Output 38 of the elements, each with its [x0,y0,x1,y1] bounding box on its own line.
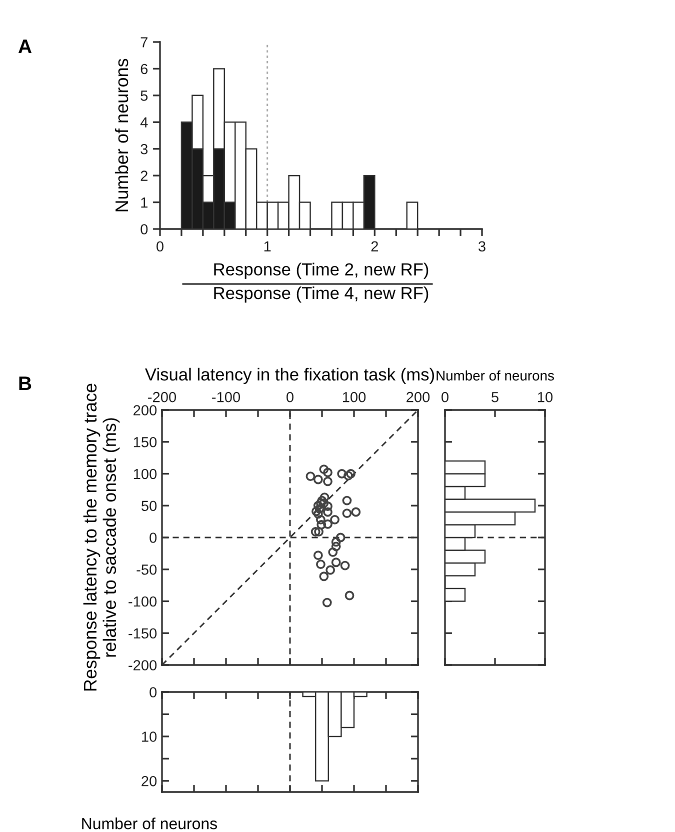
y-tick-label: 5 [140,90,148,101]
x-tick-label: 1 [264,241,271,252]
x-tick-label: 10 [538,392,553,402]
y-tick-label: 10 [142,732,157,742]
text: A [18,40,32,54]
x-tick-label: 200 [406,392,430,402]
x-axis-title: Visual latency in the fixation task (ms) [145,368,434,384]
y-tick-label: -100 [128,596,157,607]
x-axis-title: Number of neurons [436,370,554,381]
y-tick-label: 150 [134,436,157,448]
y-tick-label: -50 [136,564,157,575]
x-tick-label: 100 [342,392,366,402]
y-tick-label: 2 [140,170,148,181]
y-tick-label: 0 [150,532,157,543]
y-tick-label: 50 [142,500,157,512]
y-tick-label: 100 [134,468,157,480]
y-tick-label: 1 [141,198,148,208]
y-tick-label: 6 [140,64,148,74]
y-tick-label: 200 [134,405,157,416]
x-tick-label: 2 [371,241,378,252]
y-axis-title: Number of neurons [82,818,217,830]
y-tick-label: 20 [142,776,157,786]
x-tick-label: 5 [492,392,498,402]
x-tick-label: 0 [286,392,294,402]
x-tick-label: 0 [442,392,448,402]
x-axis-title: Response (Time 2, new RF) Response (Time 4, new RF) [214,262,428,303]
x-tick-label: 3 [478,241,486,252]
y-tick-label: -150 [128,628,157,639]
y-tick-label: 4 [140,117,148,128]
text: B [19,376,32,390]
y-tick-label: 0 [150,687,157,698]
y-tick-label: 0 [140,224,148,234]
y-tick-label: 7 [140,37,148,48]
y-tick-label: -200 [128,660,157,670]
y-tick-label: 3 [140,144,148,154]
y-axis-title: Response latency to the memory trace relative to saccade onset (ms) [83,384,120,691]
y-axis-title: Number of neurons [114,58,128,212]
x-tick-label: -100 [212,392,240,402]
